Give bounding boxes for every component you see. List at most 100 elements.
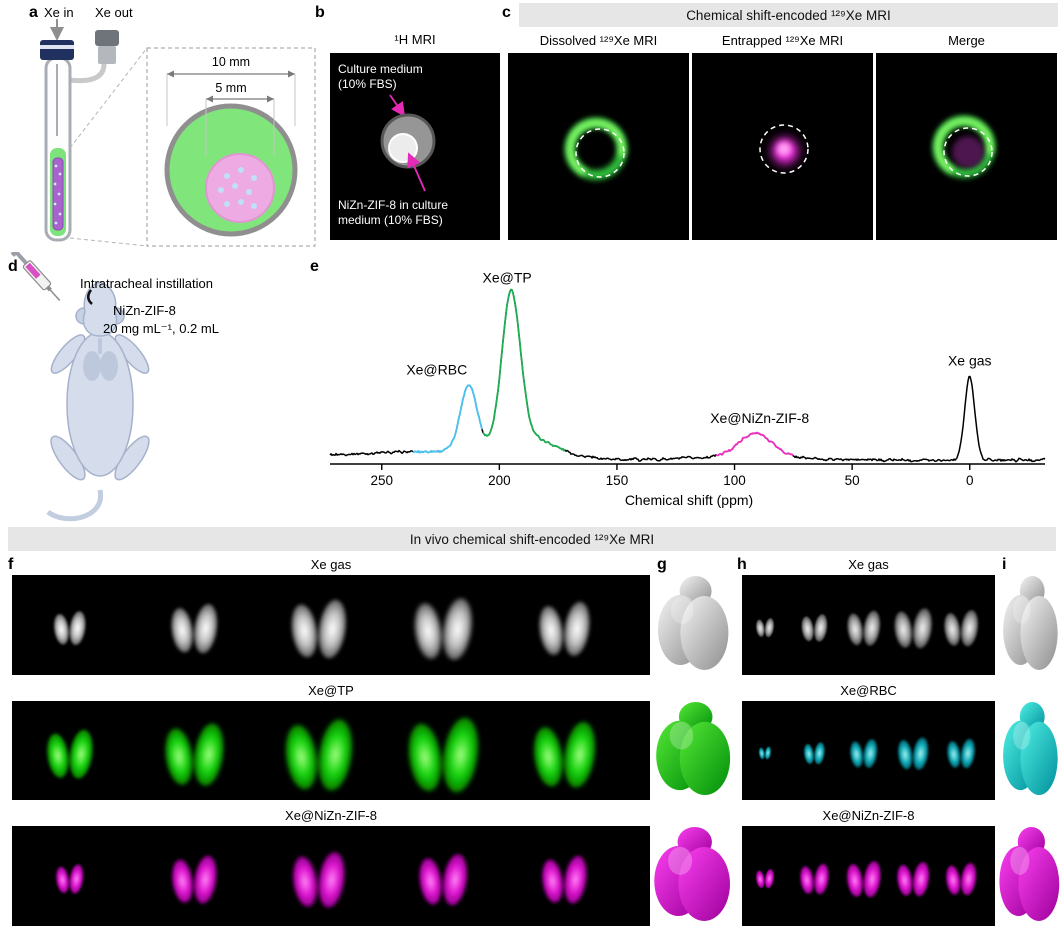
lung-slice bbox=[946, 862, 977, 896]
i-xe-gas-3d-render bbox=[1003, 576, 1058, 670]
x-axis-title: Chemical shift (ppm) bbox=[624, 492, 754, 508]
cross-section-inner bbox=[205, 153, 275, 223]
spectrum-curve-segment bbox=[412, 384, 483, 454]
lung-slice bbox=[539, 601, 590, 656]
lung-3d-render bbox=[1003, 701, 1058, 796]
lung-slice bbox=[846, 861, 881, 898]
lung-slice bbox=[847, 610, 881, 646]
dissolved-xe-signal bbox=[565, 118, 627, 180]
peak-label: Xe@TP bbox=[482, 270, 531, 286]
x-tick-label: 150 bbox=[606, 473, 629, 488]
lung-slice bbox=[292, 852, 345, 908]
lung-slice bbox=[894, 608, 932, 649]
panel-label-e: e bbox=[310, 258, 319, 275]
peak-label: Xe@RBC bbox=[406, 362, 467, 378]
dissolved-column-label: Dissolved ¹²⁹Xe MRI bbox=[539, 33, 658, 48]
lung-slice bbox=[53, 611, 86, 646]
g-xe-gas-3d-render bbox=[658, 576, 729, 670]
spectrum-curve-segment bbox=[482, 288, 566, 452]
panel-label-a: a bbox=[29, 4, 38, 21]
lung-slice bbox=[285, 719, 353, 791]
procedure-label: Intratracheal instillation bbox=[80, 276, 213, 291]
zif-medium-label-2: medium (10% FBS) bbox=[338, 213, 443, 227]
panel-a-apparatus: 10 mm 5 mm bbox=[40, 19, 316, 247]
outer-diameter-label: 10 mm bbox=[212, 55, 250, 69]
culture-medium-label-2: (10% FBS) bbox=[338, 77, 397, 91]
lung-slice bbox=[408, 717, 479, 793]
panel-c-header: Chemical shift-encoded ¹²⁹Xe MRI bbox=[519, 3, 1058, 27]
lung-3d-render bbox=[999, 827, 1060, 921]
zif-medium-label-1: NiZn-ZIF-8 in culture bbox=[338, 198, 448, 212]
x-tick-label: 0 bbox=[966, 473, 974, 488]
lung-slice bbox=[850, 739, 878, 768]
panel-d-mouse-schematic bbox=[10, 252, 150, 522]
lung-slice bbox=[414, 598, 473, 660]
lung-slice bbox=[801, 614, 828, 642]
lung-slice bbox=[542, 855, 587, 904]
agent-label: NiZn-ZIF-8 bbox=[113, 303, 176, 318]
arrowhead-icon bbox=[206, 95, 213, 103]
entrapped-column-label: Entrapped ¹²⁹Xe MRI bbox=[721, 33, 844, 48]
lung-slice bbox=[756, 618, 774, 638]
zif-particles bbox=[53, 164, 62, 225]
dissolved-image-bg bbox=[508, 53, 689, 240]
h-row3-title: Xe@NiZn-ZIF-8 bbox=[822, 808, 915, 823]
lung-slice bbox=[947, 738, 975, 769]
syringe-icon bbox=[10, 252, 61, 302]
zif-pointer-icon bbox=[407, 152, 426, 192]
zoom-guide-bottom bbox=[69, 237, 148, 247]
spectrum-curve-segment bbox=[715, 431, 794, 457]
panel-b-title: ¹H MRI bbox=[394, 32, 436, 47]
panel-c-mri-images bbox=[508, 53, 1057, 240]
panel-label-i: i bbox=[1002, 556, 1007, 573]
lung-slice bbox=[533, 721, 596, 788]
zoom-guide-top bbox=[69, 47, 148, 149]
peak-label: Xe@NiZn-ZIF-8 bbox=[710, 410, 809, 426]
lung-3d-render bbox=[656, 701, 731, 796]
lung-slice bbox=[171, 604, 218, 654]
h-xe-gas-strip bbox=[742, 575, 995, 675]
lung-slice bbox=[897, 862, 930, 897]
lung-slice bbox=[944, 610, 979, 647]
lung-slice bbox=[898, 737, 929, 770]
arrowhead-icon bbox=[288, 70, 295, 78]
dose-label: 20 mg mL⁻¹, 0.2 mL bbox=[103, 321, 219, 336]
h-xe-rbc-strip bbox=[742, 701, 995, 800]
lung-slice bbox=[756, 869, 774, 889]
f-row2-title: Xe@TP bbox=[308, 683, 354, 698]
xe-out-connector-tube bbox=[68, 63, 107, 84]
panel-label-b: b bbox=[315, 4, 325, 21]
xe-in-cap-band bbox=[40, 45, 74, 49]
lung-slice bbox=[800, 863, 829, 895]
merge-signal bbox=[933, 116, 995, 178]
i-xe-zif-3d-render bbox=[999, 827, 1060, 921]
xe-out-port bbox=[98, 46, 116, 64]
peak-label: Xe gas bbox=[948, 352, 992, 368]
x-tick-label: 100 bbox=[723, 473, 746, 488]
xe-out-cap bbox=[95, 30, 119, 46]
x-tick-label: 250 bbox=[370, 473, 393, 488]
h-row1-title: Xe gas bbox=[848, 557, 889, 572]
lung-slice bbox=[291, 599, 347, 659]
f-row1-title: Xe gas bbox=[310, 557, 352, 572]
i-xe-rbc-3d-render bbox=[1003, 701, 1058, 796]
lung-slice bbox=[56, 864, 84, 894]
g-xe-zif-3d-render bbox=[654, 827, 730, 921]
panel-label-h: h bbox=[737, 556, 747, 573]
f-xe-gas-strip bbox=[12, 575, 650, 675]
panel-b-mri-image: Culture medium (10% FBS) NiZn-ZIF-8 in c… bbox=[330, 53, 500, 240]
lung-3d-render bbox=[658, 576, 729, 670]
mouse-lungs bbox=[83, 338, 118, 381]
xe-nmr-spectrum: 250 200 150 100 50 0 Xe@RBC Xe@TP Xe@NiZn-ZIF-8 X… bbox=[329, 270, 1046, 488]
lung-slice bbox=[47, 729, 93, 779]
lung-3d-render bbox=[1003, 576, 1058, 670]
xe-in-label: Xe in bbox=[44, 5, 74, 20]
xe-out-label: Xe out bbox=[95, 5, 133, 20]
entrapped-xe-signal bbox=[759, 124, 809, 174]
f-row3-title: Xe@NiZn-ZIF-8 bbox=[285, 808, 377, 823]
arrowhead-icon bbox=[267, 95, 274, 103]
cross-section-particles bbox=[218, 167, 257, 209]
x-tick-label: 200 bbox=[488, 473, 511, 488]
lung-slice bbox=[171, 855, 217, 904]
